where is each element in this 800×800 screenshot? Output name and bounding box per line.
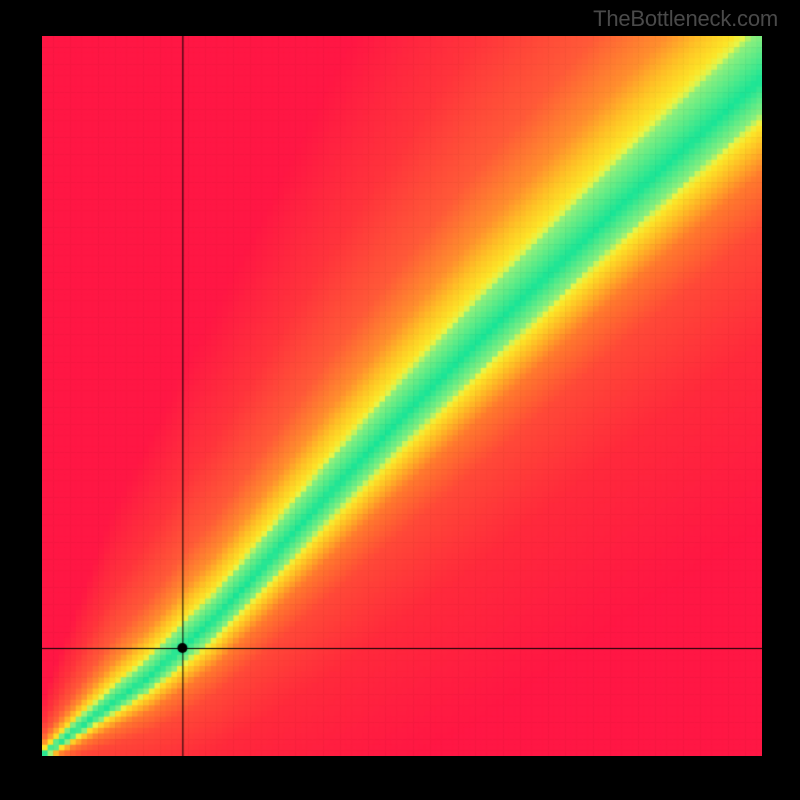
bottleneck-heatmap xyxy=(42,36,762,756)
watermark-text: TheBottleneck.com xyxy=(593,6,778,32)
